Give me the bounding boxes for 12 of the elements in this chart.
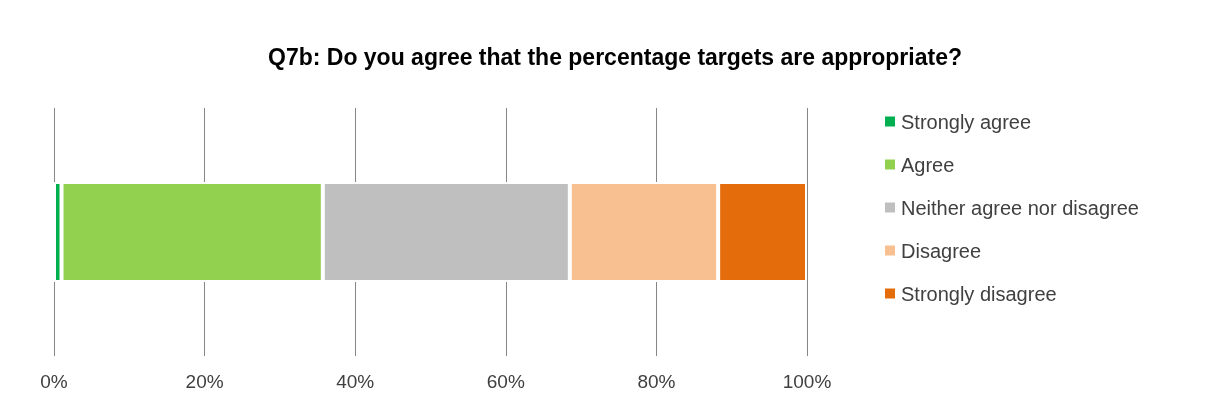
x-tick-label: 0% [40,371,68,392]
x-tick-label: 40% [336,371,375,392]
x-tick-label: 20% [185,371,224,392]
legend-label: Strongly disagree [901,282,1057,305]
legend-label: Neither agree nor disagree [901,196,1139,219]
chart-title: Q7b: Do you agree that the percentage targets are appropriate? [268,43,962,70]
legend-label: Disagree [901,239,982,262]
legend-label: Strongly agree [901,110,1032,133]
x-tick-label: 80% [637,371,676,392]
legend-label: Agree [901,153,955,176]
x-tick-label: 60% [486,371,525,392]
x-tick-label: 100% [782,371,832,392]
